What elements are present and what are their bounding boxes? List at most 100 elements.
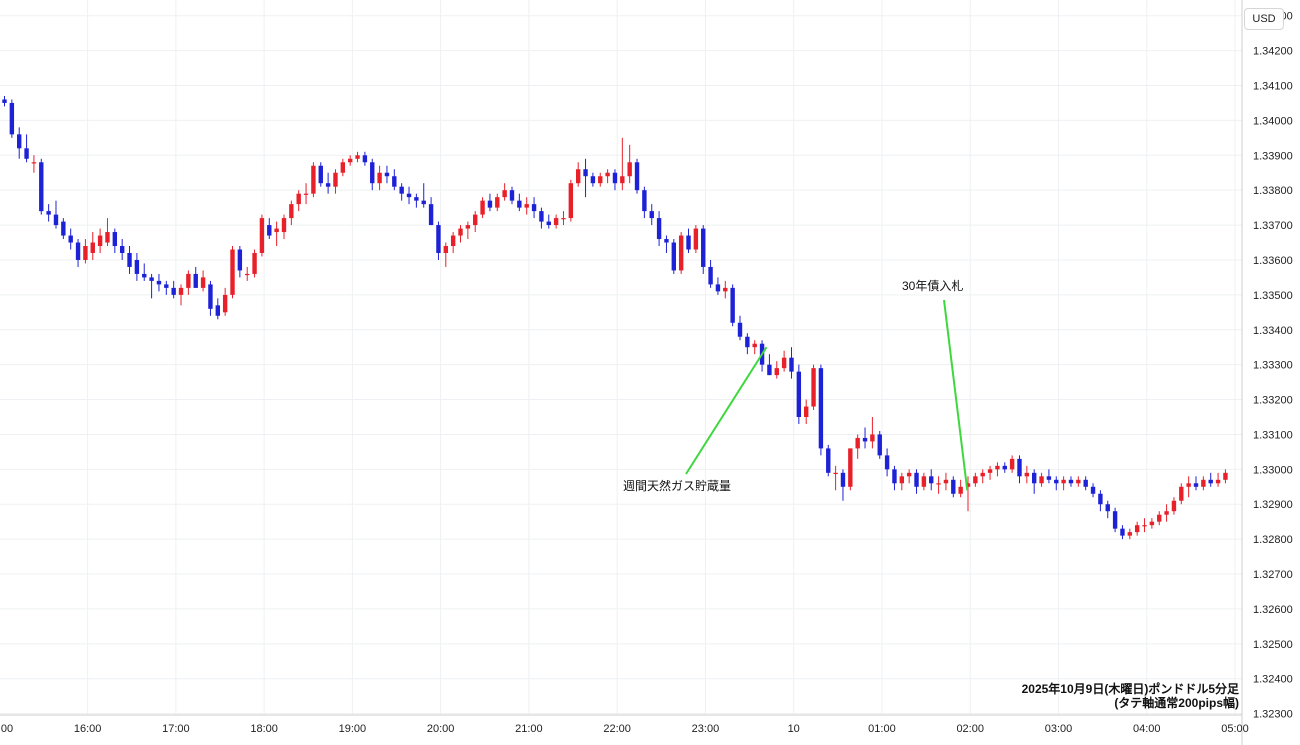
candle xyxy=(230,246,235,299)
candle-body xyxy=(61,221,66,236)
candle-body xyxy=(796,371,802,417)
candle xyxy=(678,232,684,274)
candle xyxy=(620,137,625,191)
candle-body xyxy=(502,190,507,198)
candle-body xyxy=(495,197,500,208)
candle xyxy=(774,361,779,379)
candle xyxy=(127,246,132,274)
x-tick-label: 01:00 xyxy=(868,723,896,735)
candle-body xyxy=(1157,514,1162,522)
candle xyxy=(2,95,7,107)
candle-body xyxy=(980,472,985,477)
candle xyxy=(693,225,699,253)
candle xyxy=(723,280,728,299)
candle xyxy=(664,235,669,253)
candle-body xyxy=(1215,479,1221,484)
candle xyxy=(568,179,574,222)
candle xyxy=(487,193,493,212)
x-tick-label: 22:00 xyxy=(603,723,631,735)
x-tick-label: 20:00 xyxy=(427,723,455,735)
candle-body xyxy=(186,273,191,288)
candle-body xyxy=(392,176,397,187)
candle xyxy=(53,200,59,229)
candle-body xyxy=(200,277,206,288)
x-tick-label: 05:00 xyxy=(1221,723,1249,735)
x-tick-label: 17:00 xyxy=(162,723,190,735)
y-tick-label: 1.33600 xyxy=(1253,255,1293,267)
candle xyxy=(1009,455,1015,473)
candle xyxy=(436,221,441,260)
candle-body xyxy=(781,357,787,369)
candle xyxy=(421,183,426,208)
y-tick-label: 1.34000 xyxy=(1253,115,1293,127)
candle xyxy=(509,186,515,205)
y-tick-label: 1.34200 xyxy=(1253,46,1293,58)
candle-body xyxy=(127,252,132,267)
x-tick-label: 02:00 xyxy=(956,723,984,735)
price-axis[interactable]: 1.343001.342001.341001.340001.339001.338… xyxy=(1253,11,1293,721)
candle xyxy=(134,252,140,281)
candle xyxy=(39,158,44,215)
candle-body xyxy=(627,162,632,177)
candle-body xyxy=(428,204,434,226)
candle xyxy=(715,277,721,295)
candle xyxy=(826,444,831,477)
x-tick-label: 21:00 xyxy=(515,723,543,735)
candle-body xyxy=(370,162,375,184)
candle-body xyxy=(208,284,213,309)
candle xyxy=(1201,476,1206,491)
candle-body xyxy=(171,287,176,295)
candles xyxy=(2,95,1228,540)
candle xyxy=(362,151,368,166)
candle-body xyxy=(1017,458,1022,477)
candle-body xyxy=(803,406,809,417)
x-tick-label: 19:00 xyxy=(339,723,367,735)
candle-body xyxy=(1068,479,1074,484)
candle-body xyxy=(678,235,684,271)
candle xyxy=(973,472,978,487)
candle xyxy=(1046,469,1052,484)
candle xyxy=(252,249,257,278)
candle xyxy=(443,242,448,267)
candle-body xyxy=(142,273,147,278)
candle-body xyxy=(17,134,22,149)
chart-info-subtitle: (タテ軸通常200pips幅) xyxy=(1114,695,1239,710)
candle xyxy=(377,165,382,191)
x-tick-label: 10 xyxy=(788,723,800,735)
candle-body xyxy=(884,455,890,470)
candle xyxy=(46,204,51,222)
candle-body xyxy=(745,336,750,348)
time-axis[interactable]: 15:00 16:00 17:00 18:00 19:00 20:00 21:00 22:00… xyxy=(0,723,1249,735)
candle-body xyxy=(715,284,721,292)
candle xyxy=(24,134,29,163)
annotation-label: 週間天然ガス貯蔵量 xyxy=(623,478,731,493)
candle xyxy=(539,207,544,229)
candle-body xyxy=(362,155,368,163)
candle-body xyxy=(1164,511,1169,515)
candle-body xyxy=(112,232,118,247)
candle-body xyxy=(892,469,897,484)
currency-badge[interactable]: USD xyxy=(1244,8,1284,30)
candle xyxy=(1068,476,1074,487)
candle xyxy=(1179,483,1184,505)
candle xyxy=(752,340,757,355)
candle xyxy=(200,270,206,292)
y-tick-label: 1.33000 xyxy=(1253,464,1293,476)
candle-body xyxy=(68,235,73,243)
candle-body xyxy=(325,183,331,187)
candle xyxy=(1083,476,1088,491)
candle-body xyxy=(767,364,772,376)
candle-body xyxy=(539,211,544,222)
candle-body xyxy=(1024,472,1030,477)
candle-body xyxy=(995,465,1000,470)
candle xyxy=(987,465,993,480)
candle xyxy=(1134,521,1140,536)
x-tick-label: 04:00 xyxy=(1133,723,1161,735)
candle xyxy=(384,165,390,184)
candle-body xyxy=(509,190,515,201)
candle-body xyxy=(965,483,971,487)
candle xyxy=(598,172,603,187)
candle xyxy=(1098,490,1103,512)
candle xyxy=(855,434,860,459)
